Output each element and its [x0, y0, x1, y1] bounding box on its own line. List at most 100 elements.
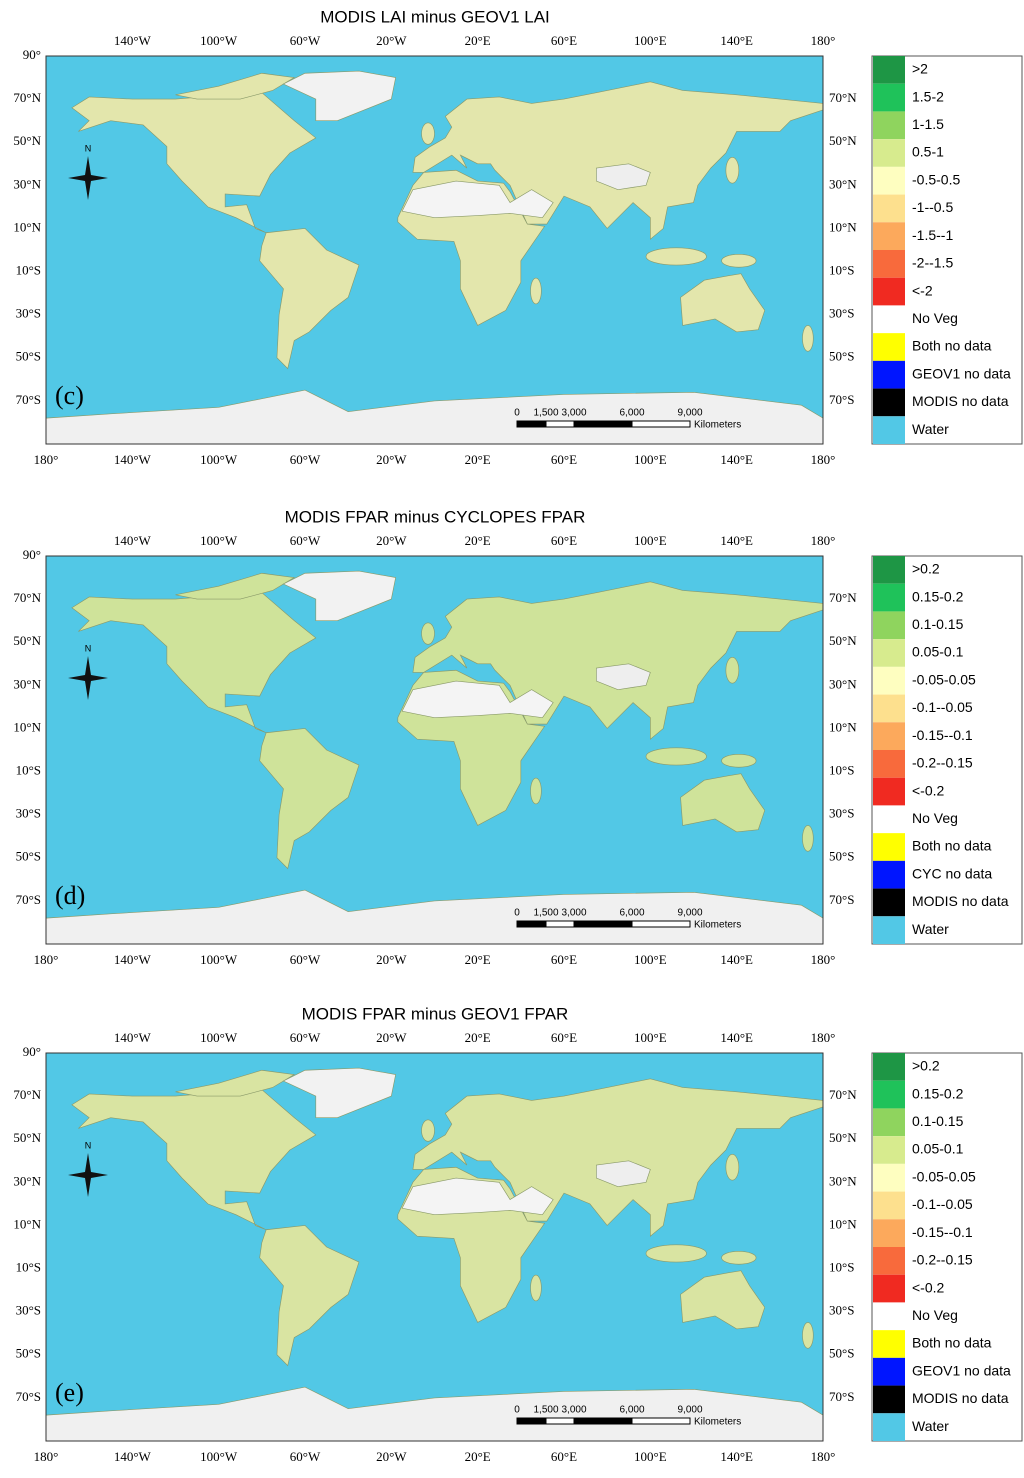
legend-label: No Veg [912, 810, 958, 826]
lon-label-bottom: 140°W [114, 1449, 152, 1464]
legend-swatch [873, 556, 905, 584]
lat-label-left: 30°S [16, 806, 41, 821]
lat-label-right: 30°S [829, 1303, 854, 1318]
legend-label: MODIS no data [912, 1390, 1009, 1406]
lon-label-bottom: 20°E [465, 952, 491, 967]
world-map [46, 556, 823, 944]
lat-label-right: 50°N [829, 633, 857, 648]
lon-label-bottom: 100°E [634, 952, 667, 967]
scale-segment [516, 920, 547, 928]
scale-unit: Kilometers [694, 420, 741, 431]
lon-label-bottom: 20°E [465, 1449, 491, 1464]
lat-label-left: 50°N [13, 133, 41, 148]
map-title: MODIS FPAR minus GEOV1 FPAR [302, 1004, 569, 1023]
legend-swatch [873, 1274, 905, 1303]
legend-swatch [873, 750, 905, 778]
scale-segment [573, 1417, 633, 1425]
lat-label-right: 70°N [829, 1087, 857, 1102]
legend-label: -1.5--1 [912, 227, 953, 243]
map-panel: MODIS FPAR minus CYCLOPES FPAR 140°W 100°W… [13, 507, 1023, 967]
lon-label-bottom: 180° [34, 952, 59, 967]
legend-label: <-0.2 [912, 1279, 945, 1295]
map-title: MODIS LAI minus GEOV1 LAI [320, 7, 550, 26]
lon-label-bottom: 100°E [634, 1449, 667, 1464]
scale-tick: 6,000 [619, 408, 644, 419]
lon-label-bottom: 60°W [290, 952, 321, 967]
legend-swatch [873, 583, 905, 612]
legend-swatch [873, 333, 905, 361]
lon-label-bottom: 180° [811, 1449, 836, 1464]
lon-label-top: 60°W [290, 1030, 321, 1045]
compass-rose [68, 156, 108, 200]
lon-label-top: 100°W [200, 533, 238, 548]
lon-label-top: 100°E [634, 1030, 667, 1045]
legend-swatch [873, 805, 905, 834]
lon-label-bottom: 180° [811, 452, 836, 467]
lon-label-top: 20°E [465, 33, 491, 48]
lon-label-bottom: 140°E [720, 452, 753, 467]
lat-label-left: 90° [23, 547, 41, 562]
legend-label: >0.2 [912, 1058, 940, 1074]
lat-label-right: 70°S [829, 892, 854, 907]
lat-label-left: 70°S [16, 892, 41, 907]
lon-label-bottom: 60°E [551, 1449, 577, 1464]
legend-swatch [873, 139, 905, 167]
scale-tick: 3,000 [561, 908, 586, 919]
legend-swatch [873, 388, 905, 417]
legend-label: -0.2--0.15 [912, 1252, 973, 1268]
lat-label-right: 10°N [829, 219, 857, 234]
scale-segment [516, 1417, 547, 1425]
scale-segment [631, 920, 691, 928]
legend-swatch [873, 1357, 905, 1386]
lon-label-top: 100°E [634, 533, 667, 548]
lon-label-bottom: 100°W [200, 952, 238, 967]
map-frame [45, 55, 824, 445]
legend-label: -1--0.5 [912, 199, 953, 215]
lat-label-left: 50°N [13, 633, 41, 648]
scale-tick: 0 [514, 908, 520, 919]
legend-label: No Veg [912, 310, 958, 326]
legend-label: <-2 [912, 282, 933, 298]
scale-tick: 0 [514, 1405, 520, 1416]
lat-label-right: 10°S [829, 1259, 854, 1274]
lon-label-bottom: 180° [34, 452, 59, 467]
lat-label-left: 50°N [13, 1130, 41, 1145]
lon-label-top: 140°E [720, 1030, 753, 1045]
lon-label-top: 140°W [114, 33, 152, 48]
lat-label-left: 10°S [16, 1259, 41, 1274]
lon-label-bottom: 20°E [465, 452, 491, 467]
legend-label: Water [912, 1418, 949, 1434]
legend-swatch [873, 860, 905, 889]
legend-swatch [873, 1053, 905, 1081]
legend-label: 0.5-1 [912, 144, 944, 160]
lat-label-left: 30°N [13, 1173, 41, 1188]
lon-label-top: 60°E [551, 33, 577, 48]
legend-label: -0.1--0.05 [912, 699, 973, 715]
lon-label-top: 60°E [551, 1030, 577, 1045]
lon-label-bottom: 140°W [114, 452, 152, 467]
legend-swatch [873, 83, 905, 112]
map-panel: MODIS FPAR minus GEOV1 FPAR 140°W 100°W 60°… [13, 1004, 1023, 1464]
compass-north: N [85, 1140, 92, 1150]
lat-label-left: 70°S [16, 392, 41, 407]
compass-rose [68, 656, 108, 700]
lat-label-right: 50°S [829, 349, 854, 364]
scale-tick: 1,500 [533, 408, 558, 419]
legend-swatch [873, 1163, 905, 1192]
lat-label-right: 50°S [829, 1346, 854, 1361]
panel-label: (e) [55, 1378, 84, 1407]
world-map [46, 56, 823, 444]
legend-label: >2 [912, 61, 928, 77]
lat-label-right: 30°N [829, 176, 857, 191]
legend-swatch [873, 222, 905, 250]
lon-label-bottom: 180° [811, 952, 836, 967]
legend-label: >0.2 [912, 561, 940, 577]
legend-swatch [873, 250, 905, 278]
lon-label-bottom: 140°W [114, 952, 152, 967]
legend-label: -0.15--0.1 [912, 727, 973, 743]
scale-tick: 6,000 [619, 908, 644, 919]
lon-label-bottom: 60°E [551, 952, 577, 967]
legend-swatch [873, 277, 905, 306]
legend-swatch [873, 666, 905, 695]
